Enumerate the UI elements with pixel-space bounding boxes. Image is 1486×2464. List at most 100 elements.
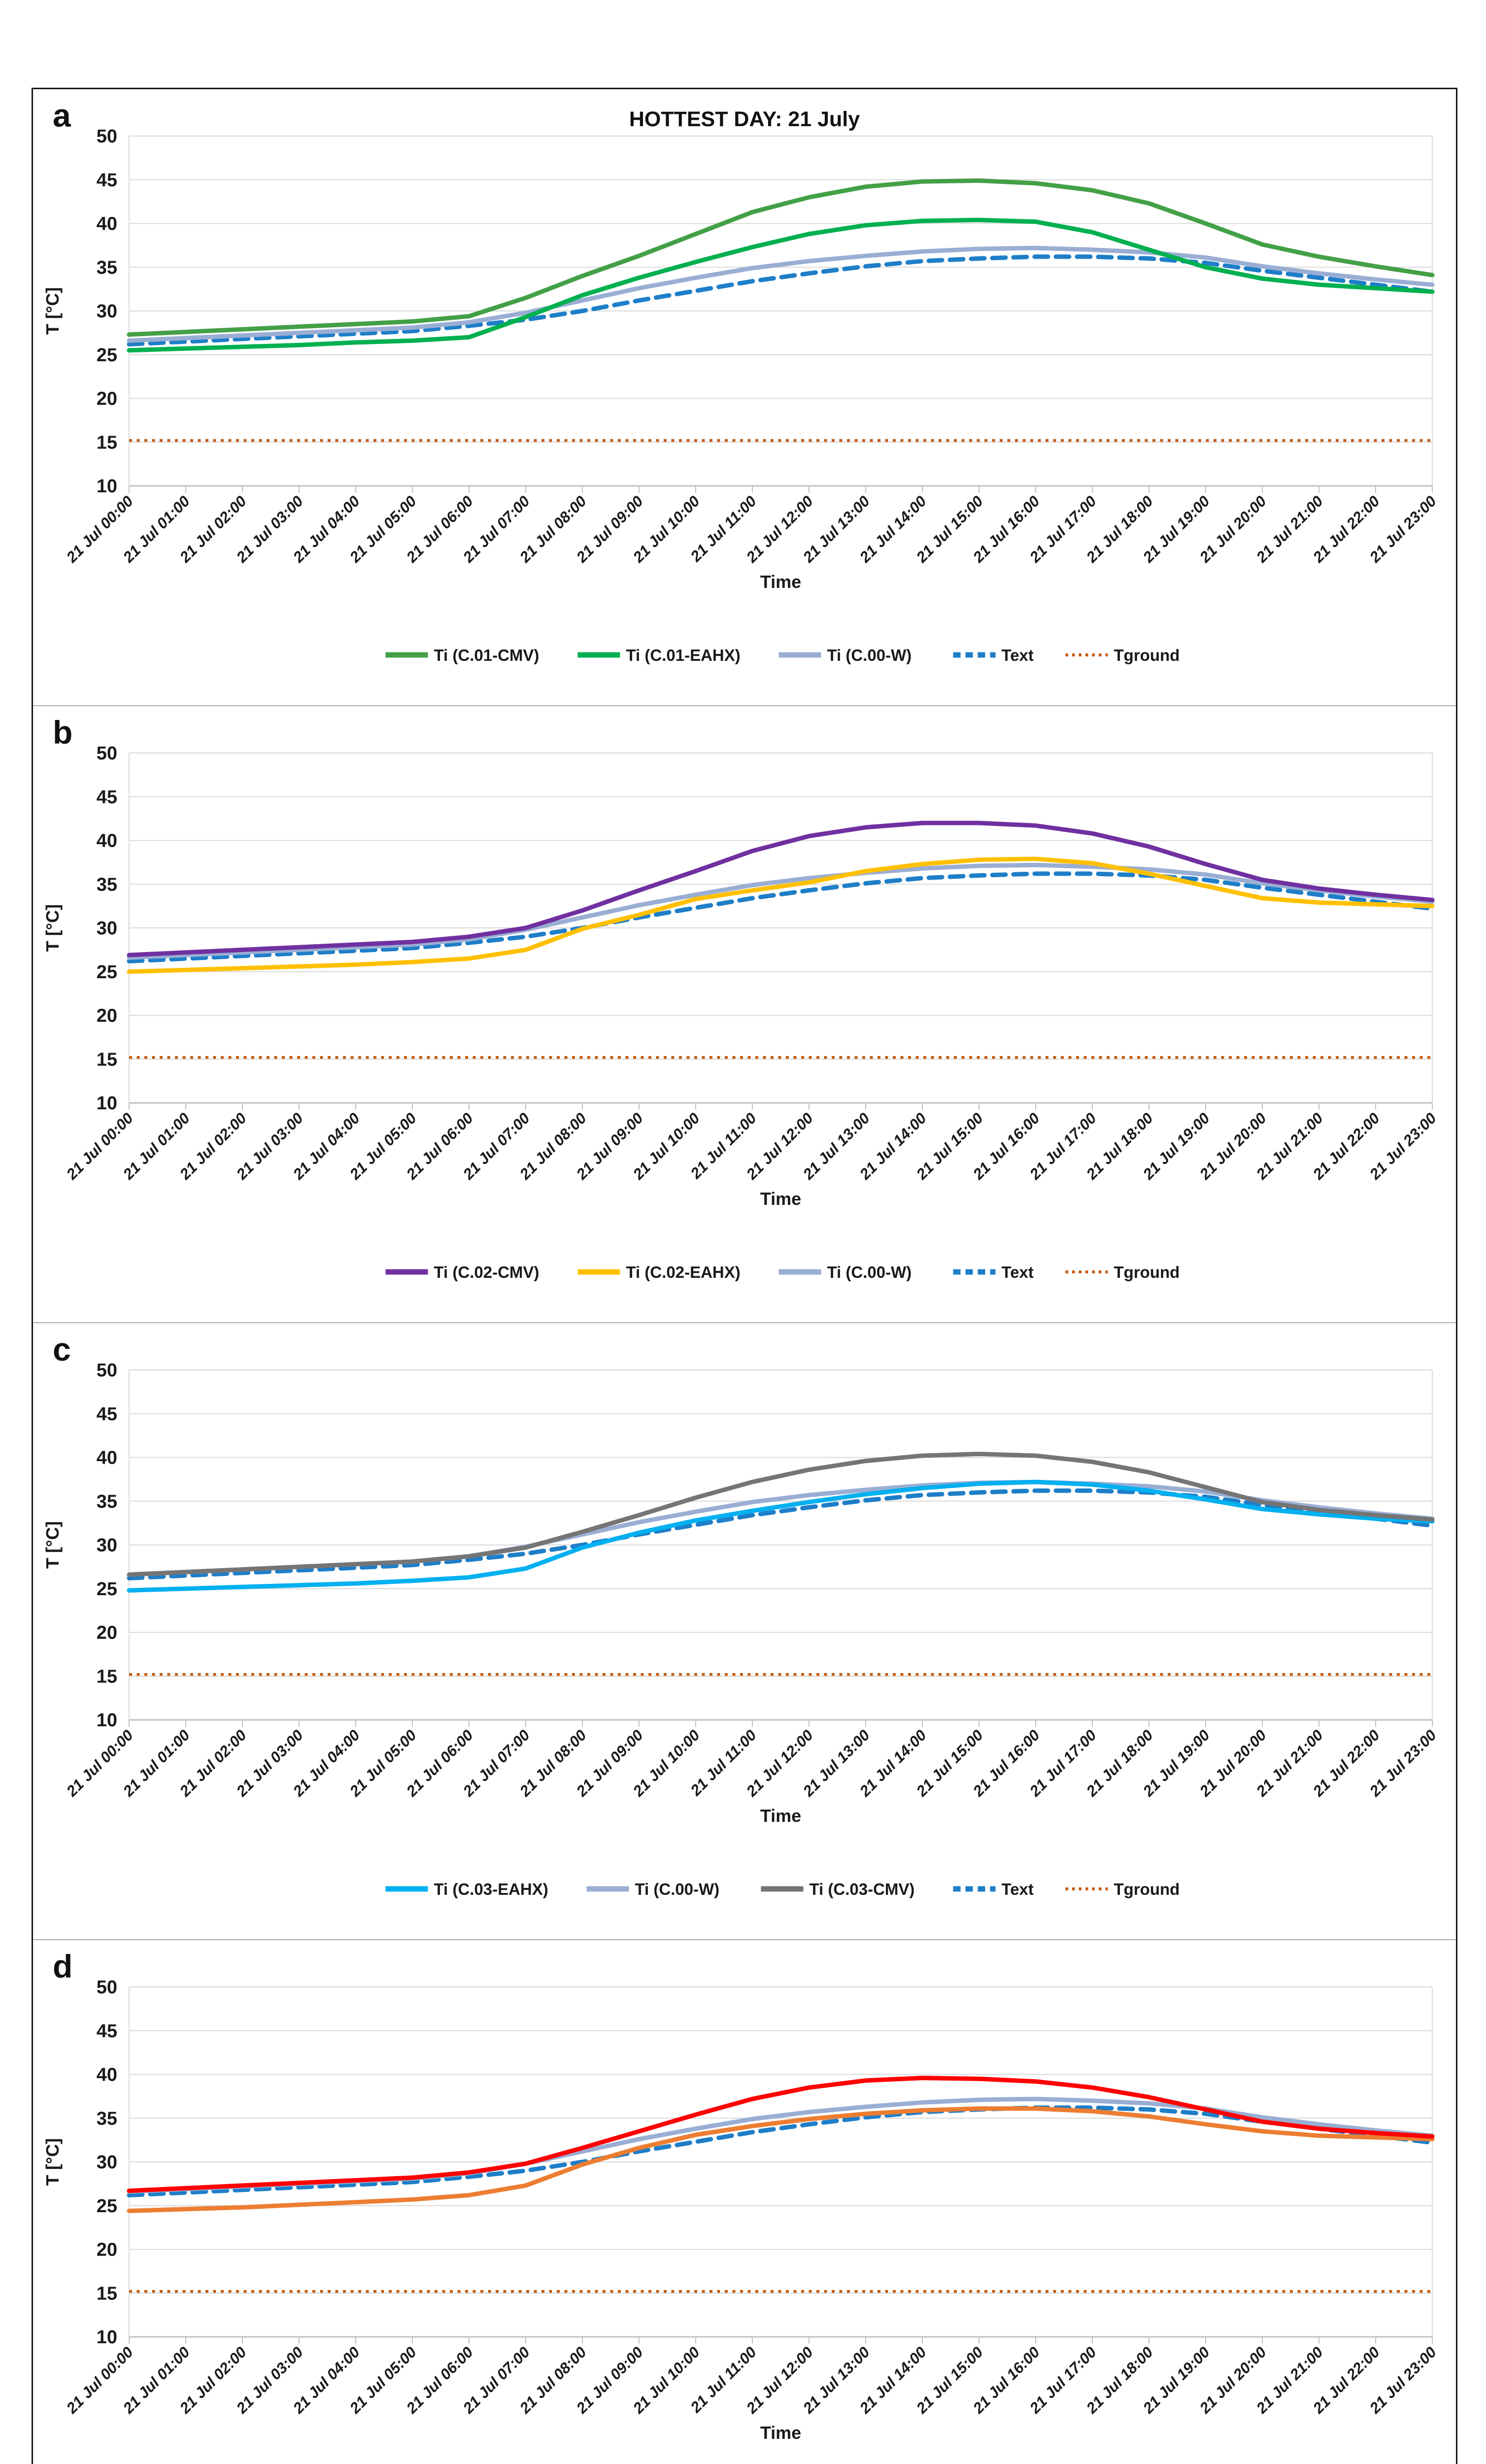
gridlines [129, 136, 1433, 487]
y-tick-label: 30 [97, 918, 117, 939]
panel-title: HOTTEST DAY: 21 July [629, 107, 860, 131]
y-axis: 50 45 40 35 30 25 20 15 10 T [°C] [42, 743, 117, 1114]
figure-border: a HOTTEST DAY: 21 July 21 Jul 00:00 21 Ju… [32, 88, 1457, 2464]
series-line-4 [127, 1451, 1435, 1577]
y-tick-label: 40 [97, 2065, 117, 2086]
legend: Ti (C.02-CMV) Ti (C.02-EAHX) Ti (C.00-W) Te… [385, 1263, 1180, 1281]
panel-letter-b: b [53, 714, 73, 751]
series-line-3 [127, 217, 1435, 353]
series-line-1 [127, 1488, 1435, 1580]
y-axis-title: T [°C] [42, 2138, 63, 2186]
legend: Ti (C.01-CMV) Ti (C.01-EAHX) Ti (C.00-W) Te… [385, 646, 1180, 664]
legend-label: Ti (C.03-CMV) [810, 1880, 915, 1898]
y-tick-label: 20 [97, 1006, 117, 1027]
y-tick-label: 35 [97, 1491, 117, 1512]
x-axis-title: Time [760, 572, 801, 592]
series-line-3 [127, 1479, 1435, 1593]
x-axis-title: Time [760, 2423, 801, 2443]
y-tick-label: 15 [97, 1049, 117, 1070]
y-tick-label: 20 [97, 389, 117, 410]
y-tick-label: 45 [97, 787, 117, 808]
y-axis-title: T [°C] [42, 904, 63, 952]
y-axis: 50 45 40 35 30 25 20 15 10 T [°C] [42, 1360, 117, 1731]
y-tick-label: 40 [97, 214, 117, 235]
y-tick-label: 10 [97, 2327, 117, 2348]
series-line-4 [127, 178, 1435, 337]
legend-label: Tground [1114, 1263, 1180, 1281]
panel-letter-d: d [53, 1948, 73, 1985]
y-axis-title: T [°C] [42, 1521, 63, 1569]
gridlines [129, 1986, 1433, 2338]
legend-label: Text [1002, 1263, 1034, 1281]
series-line-2 [127, 862, 1435, 960]
x-axis-title: Time [760, 1806, 801, 1826]
panel-a: a HOTTEST DAY: 21 July 21 Jul 00:00 21 Ju… [33, 89, 1456, 705]
legend-label: Ti (C.00-W) [827, 1263, 912, 1281]
y-tick-label: 50 [97, 126, 117, 147]
series-line-2 [127, 2096, 1435, 2194]
y-tick-label: 45 [97, 170, 117, 191]
panel-c: c 21 Jul 00:00 21 Jul 01:00 21 Jul 02:00 21… [33, 1322, 1456, 1939]
legend-label: Ti (C.01-EAHX) [626, 646, 741, 664]
y-tick-label: 30 [97, 1535, 117, 1556]
y-tick-label: 10 [97, 476, 117, 497]
y-tick-label: 15 [97, 432, 117, 453]
series-line-3 [127, 856, 1435, 974]
legend-label: Ti (C.02-CMV) [434, 1263, 540, 1281]
series-line-1 [127, 871, 1435, 963]
y-tick-label: 30 [97, 2152, 117, 2173]
y-tick-label: 10 [97, 1093, 117, 1114]
y-axis: 50 45 40 35 30 25 20 15 10 T [°C] [42, 1977, 117, 2348]
series-line-1 [127, 2105, 1435, 2197]
series [127, 2076, 1435, 2293]
y-tick-label: 35 [97, 257, 117, 278]
series-line-4 [127, 2076, 1435, 2193]
x-axis-title: Time [760, 1189, 801, 1209]
legend: Ti (C.03-EAHX) Ti (C.00-W) Ti (C.03-CMV) Te… [385, 1880, 1180, 1898]
panel-b: b 21 Jul 00:00 21 Jul 01:00 21 Jul 02:00 21… [33, 705, 1456, 1322]
legend-label: Ti (C.00-W) [827, 646, 912, 664]
y-tick-label: 25 [97, 962, 117, 983]
panel-letter-a: a [53, 97, 71, 134]
panel-letter-c: c [53, 1331, 71, 1368]
series [127, 1451, 1435, 1676]
legend-label: Ti (C.03-EAHX) [434, 1880, 548, 1898]
y-tick-label: 20 [97, 1623, 117, 1643]
y-tick-label: 10 [97, 1710, 117, 1731]
y-tick-label: 25 [97, 2196, 117, 2217]
y-tick-label: 35 [97, 874, 117, 895]
y-tick-label: 25 [97, 345, 117, 366]
y-tick-label: 40 [97, 831, 117, 852]
legend-label: Ti (C.00-W) [635, 1880, 720, 1898]
series [127, 178, 1435, 442]
y-tick-label: 45 [97, 2021, 117, 2042]
y-tick-label: 40 [97, 1448, 117, 1469]
y-tick-label: 50 [97, 1977, 117, 1998]
y-tick-label: 20 [97, 2240, 117, 2260]
legend-label: Ti (C.02-EAHX) [626, 1263, 741, 1281]
legend-label: Tground [1114, 1880, 1180, 1898]
series-line-4 [127, 821, 1435, 958]
y-axis: 50 45 40 35 30 25 20 15 10 T [°C] [42, 126, 117, 497]
series-line-1 [127, 254, 1435, 346]
y-axis-title: T [°C] [42, 287, 63, 335]
panel-d: d 21 Jul 00:00 21 Jul 01:00 21 Jul 02:00 21… [33, 1939, 1456, 2464]
y-tick-label: 45 [97, 1404, 117, 1425]
legend-label: Text [1002, 646, 1034, 664]
y-tick-label: 30 [97, 301, 117, 322]
series-line-2 [127, 245, 1435, 343]
legend-label: Text [1002, 1880, 1034, 1898]
gridlines [129, 753, 1433, 1104]
series-line-3 [127, 2106, 1435, 2213]
y-tick-label: 15 [97, 1666, 117, 1687]
y-tick-label: 35 [97, 2108, 117, 2129]
y-tick-label: 15 [97, 2283, 117, 2304]
